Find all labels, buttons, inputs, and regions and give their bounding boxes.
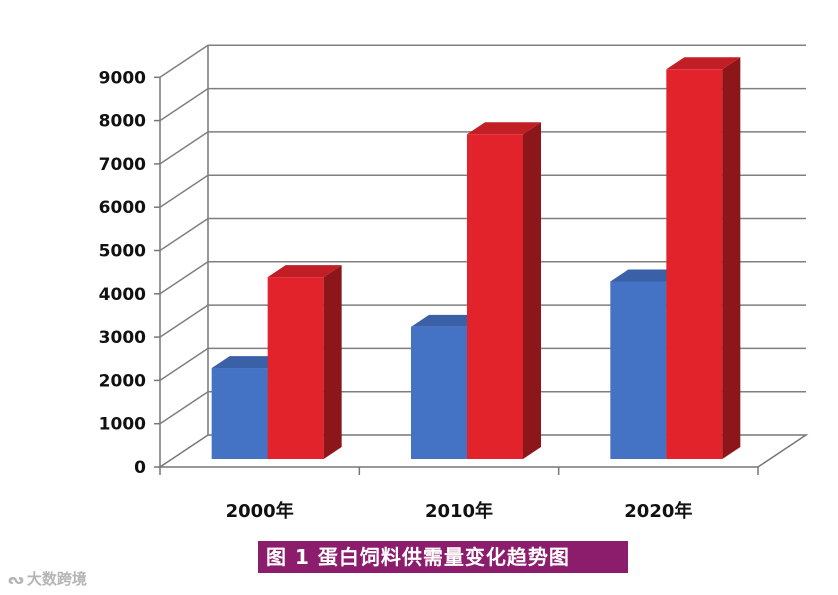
- bar-front: [411, 326, 467, 459]
- x-category-label-0: 2000年: [226, 500, 294, 522]
- watermark-text: 大数跨境: [26, 570, 87, 588]
- x-category-label-2: 2020年: [624, 500, 692, 522]
- gridlines: [159, 44, 806, 425]
- bar-top: [467, 122, 541, 135]
- bar-top: [211, 356, 286, 369]
- bar-2010年-s2: [467, 122, 541, 459]
- bar-top: [610, 269, 685, 282]
- y-tick-label-1000: 1000: [99, 415, 146, 435]
- gridline-5000: [159, 217, 806, 252]
- bar-side: [722, 57, 741, 460]
- bar-top: [267, 265, 342, 278]
- gridline-8000: [159, 87, 806, 122]
- y-axis-ticks: 0 1000 2000 3000 4000 5000 6000 7000 8000 9000: [99, 68, 160, 478]
- bar-side: [323, 265, 342, 459]
- y-tick-label-0: 0: [134, 458, 146, 478]
- x-axis-labels: 2000年 2010年 2020年: [159, 467, 759, 522]
- bar-2000年-s2: [267, 265, 342, 459]
- gridline-7000: [159, 131, 806, 165]
- bar-side: [523, 122, 541, 459]
- x-category-label-1: 2010年: [425, 500, 493, 522]
- y-tick-label-7000: 7000: [99, 155, 146, 175]
- gridline-1000: [159, 390, 806, 425]
- y-tick-label-3000: 3000: [99, 328, 146, 348]
- bar-front: [610, 281, 667, 459]
- gridline-4000: [159, 261, 806, 295]
- bars: [211, 57, 741, 460]
- y-tick-label-8000: 8000: [99, 112, 146, 132]
- gridline-9000: [159, 44, 806, 78]
- bar-front: [666, 69, 723, 460]
- gridline-3000: [159, 304, 806, 338]
- y-tick-label-4000: 4000: [99, 285, 146, 305]
- bar-top: [411, 314, 485, 327]
- y-tick-label-9000: 9000: [99, 68, 146, 88]
- watermark: ᔓ 大数跨境: [8, 568, 87, 589]
- logo-icon: ᔓ: [8, 572, 24, 588]
- gridline-2000: [159, 347, 806, 382]
- bar-top: [666, 57, 741, 70]
- y-tick-label-2000: 2000: [99, 371, 146, 391]
- bar-2020年-s2: [666, 57, 741, 460]
- bar-front: [211, 368, 268, 459]
- bar-front: [267, 277, 324, 459]
- gridline-6000: [159, 174, 806, 208]
- bar-front: [467, 134, 523, 459]
- y-tick-label-6000: 6000: [99, 198, 146, 218]
- y-tick-label-5000: 5000: [99, 242, 146, 262]
- figure-caption: 图 1 蛋白饲料供需量变化趋势图: [258, 541, 628, 573]
